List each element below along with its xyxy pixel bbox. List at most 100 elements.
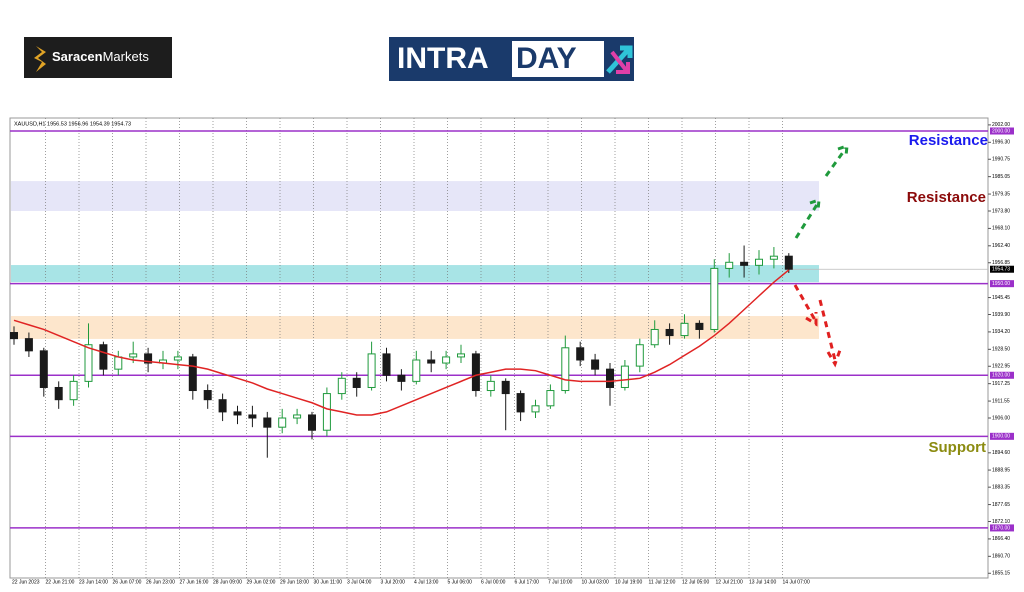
y-tick-label: 1990.75 (992, 157, 1010, 163)
x-tick-label: 10 Jul 03:00 (582, 579, 609, 585)
candle-body (337, 377, 346, 395)
y-tick-label: 1860.70 (992, 554, 1010, 560)
candle-body (352, 377, 361, 388)
candle-body (442, 356, 451, 364)
candle-body (278, 417, 287, 428)
symbol-info: XAUUSD,H1 1956.53 1956.96 1954.39 1954.7… (14, 121, 131, 127)
candle-body (427, 359, 436, 364)
candle-body (755, 258, 763, 266)
x-tick-label: 26 Jun 23:00 (146, 579, 175, 585)
candle-body (665, 328, 674, 337)
x-tick-label: 23 Jun 14:00 (79, 579, 108, 585)
brand-logo-icon (34, 46, 46, 72)
candle-body (248, 414, 257, 419)
x-tick-label: 30 Jun 11:00 (314, 579, 343, 585)
y-tick-label: 1996.30 (992, 140, 1010, 146)
annotation: Support (929, 439, 987, 456)
y-tick-label: 1855.15 (992, 571, 1010, 577)
candle-body (129, 353, 138, 358)
candle-body (501, 380, 510, 395)
x-tick-label: 14 Jul 07:00 (783, 579, 810, 585)
x-tick-label: 11 Jul 12:00 (649, 579, 676, 585)
y-tick-label: 1928.50 (992, 347, 1010, 353)
candle-body (203, 390, 212, 401)
level-label: 1900.00 (992, 434, 1010, 440)
candle-body (397, 374, 406, 382)
x-tick-label: 22 Jun 2023 (12, 579, 40, 585)
candle-body (322, 393, 331, 431)
zone (11, 316, 819, 339)
x-tick-label: 29 Jun 18:00 (280, 579, 309, 585)
y-tick-label: 1911.55 (992, 398, 1010, 404)
candle-body (486, 380, 495, 392)
logo-intra: INTRA (397, 42, 489, 75)
candle-body (114, 356, 123, 370)
arrow-down-2 (793, 284, 818, 327)
logo-day-box (512, 41, 604, 77)
x-tick-label: 29 Jun 02:00 (247, 579, 276, 585)
brand-rest: Markets (103, 49, 150, 64)
y-tick-label: 1985.05 (992, 174, 1010, 180)
logo-day: DAY (516, 42, 577, 75)
annotation: Resistance (909, 132, 988, 149)
x-tick-label: 22 Jun 21:00 (46, 579, 75, 585)
level-label: 1950.00 (992, 281, 1010, 287)
candle-body (308, 414, 316, 431)
candle-body (531, 405, 540, 413)
candle-body (54, 386, 63, 401)
candle-body (471, 353, 480, 392)
candle-body (382, 353, 391, 376)
x-tick-label: 13 Jul 14:00 (749, 579, 776, 585)
candle-body (680, 322, 689, 337)
candle-body (725, 261, 734, 269)
candle-body (218, 399, 227, 413)
candle-body (606, 368, 614, 388)
y-tick-label: 1906.00 (992, 415, 1010, 421)
x-tick-label: 6 Jul 17:00 (515, 579, 540, 585)
logo-arrow-down (610, 50, 630, 74)
candle-body (263, 417, 272, 428)
candle-body (769, 255, 778, 260)
zone (11, 265, 819, 283)
candle-body (367, 353, 376, 388)
candle-body (84, 344, 93, 382)
level-label-box (990, 524, 1014, 532)
x-tick-label: 3 Jul 04:00 (347, 579, 372, 585)
x-tick-label: 10 Jul 19:00 (615, 579, 642, 585)
candle-body (635, 344, 644, 367)
candle-body (24, 338, 33, 352)
x-tick-label: 4 Jul 13:00 (414, 579, 439, 585)
y-tick-label: 1872.10 (992, 519, 1010, 525)
candle-body (561, 347, 570, 392)
arrow-up-1 (794, 197, 821, 239)
x-tick-label: 6 Jul 00:00 (481, 579, 506, 585)
y-tick-label: 1968.10 (992, 226, 1010, 232)
candle-body (188, 356, 197, 392)
candle-body (591, 359, 600, 370)
y-tick-label: 1945.45 (992, 295, 1010, 301)
candle-body (39, 350, 48, 388)
x-tick-label: 28 Jun 09:00 (213, 579, 242, 585)
brand-bold: Saracen (52, 49, 103, 64)
candle-body (620, 365, 629, 388)
x-tick-label: 7 Jul 10:00 (548, 579, 573, 585)
candle-body (650, 328, 659, 346)
annotation: Resistance (907, 189, 986, 206)
x-tick-label: 27 Jun 16:00 (180, 579, 209, 585)
moving-average (13, 269, 790, 416)
candle-body (233, 411, 242, 416)
candle-body (99, 344, 108, 370)
last-price-box (990, 265, 1014, 273)
y-tick-label: 2002.00 (992, 122, 1010, 128)
y-tick-label: 1934.20 (992, 329, 1010, 335)
x-tick-label: 12 Jul 05:00 (682, 579, 709, 585)
x-tick-label: 3 Jul 20:00 (381, 579, 406, 585)
candle-body (784, 255, 793, 270)
brand-logo-box (24, 37, 172, 78)
x-tick-label: 12 Jul 21:00 (716, 579, 743, 585)
candle-body (144, 353, 153, 364)
arrow-down-1 (818, 299, 842, 368)
y-tick-label: 1866.40 (992, 536, 1010, 542)
